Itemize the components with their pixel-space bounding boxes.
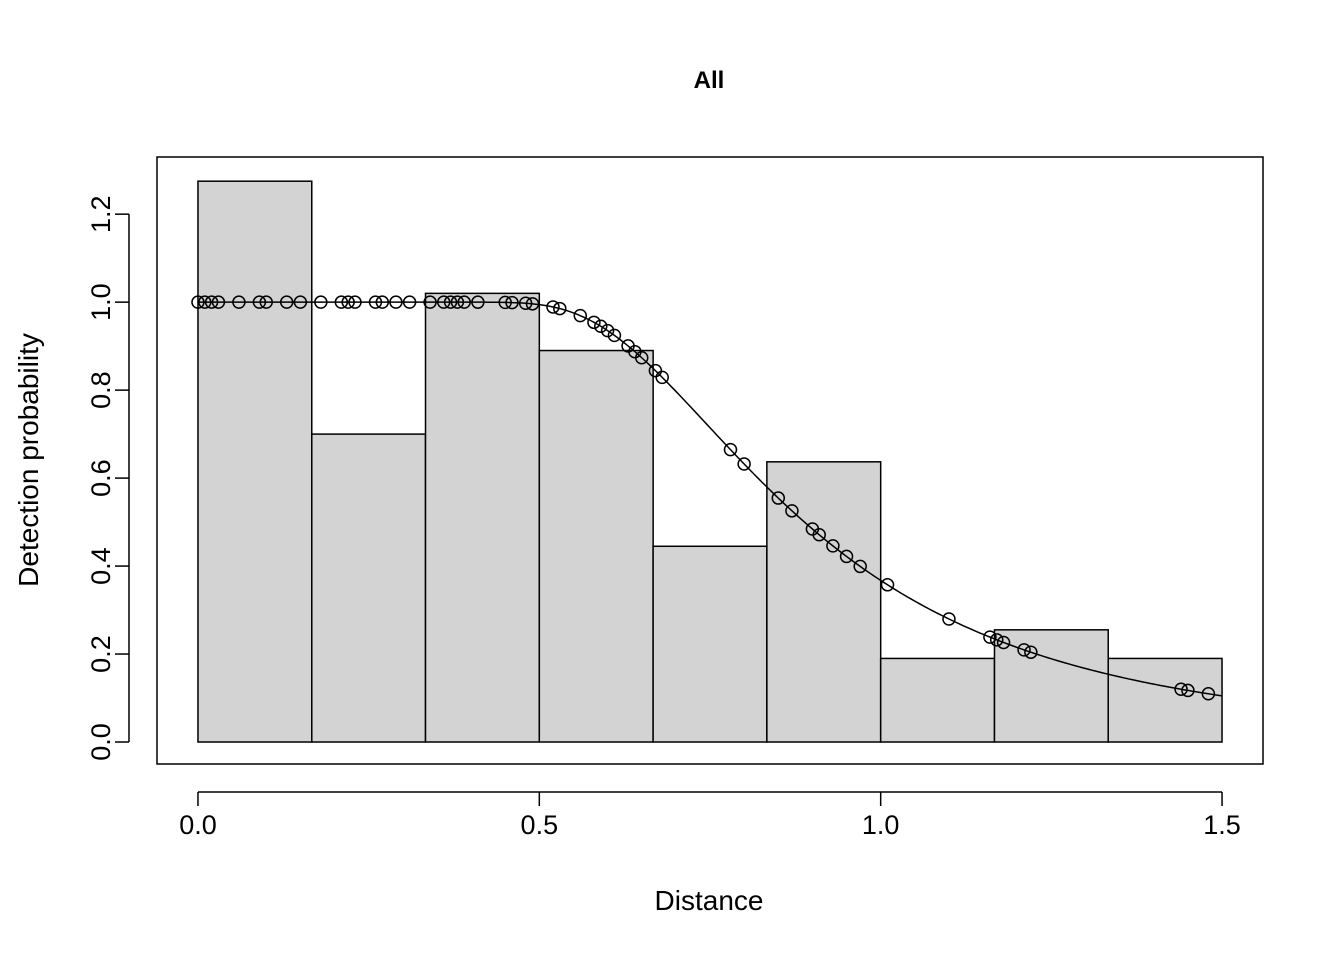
observation-point — [1174, 682, 1188, 696]
observation-point — [989, 633, 1004, 647]
fitted-detection-curve — [197, 301, 1223, 697]
observation-point — [594, 319, 608, 334]
x-axis: 0.0 0.5 1.0 1.5 — [179, 791, 1241, 840]
observation-point — [942, 612, 956, 626]
plot-frame — [156, 156, 1264, 765]
x-tick-label: 1.5 — [1203, 810, 1241, 840]
observation-point — [259, 295, 273, 309]
observation-point — [607, 328, 622, 343]
observation-points — [191, 295, 1216, 701]
observation-point — [443, 295, 458, 309]
y-tick-label: 1.2 — [86, 195, 116, 233]
y-tick-label: 0.8 — [86, 371, 116, 409]
observation-point — [573, 308, 588, 323]
observation-point — [600, 323, 615, 338]
observation-point — [211, 295, 226, 309]
observation-point — [546, 300, 560, 314]
histogram-bar — [879, 657, 996, 743]
observation-point — [1201, 687, 1216, 701]
observation-point — [655, 370, 669, 385]
y-axis: 0.0 0.2 0.4 0.6 0.8 1.0 1.2 — [86, 195, 130, 761]
observation-point — [853, 559, 867, 574]
y-tick-label: 0.4 — [86, 547, 116, 585]
observation-point — [204, 295, 219, 309]
observation-point — [348, 295, 362, 309]
observation-point — [1017, 643, 1031, 657]
observation-point — [634, 350, 649, 365]
histogram-bar — [1107, 657, 1223, 743]
x-tick-label: 1.0 — [862, 810, 900, 840]
observation-point — [457, 295, 471, 309]
observation-point — [279, 295, 294, 309]
histogram-bar — [424, 292, 541, 743]
observation-point — [785, 504, 799, 518]
x-axis-title: Distance — [655, 885, 764, 916]
histogram-bar — [538, 349, 654, 743]
observation-point — [826, 539, 840, 553]
observation-point — [983, 630, 997, 644]
observation-point — [723, 442, 738, 457]
observation-point — [1024, 645, 1038, 659]
observation-point — [341, 295, 355, 309]
observation-point — [436, 295, 451, 309]
observation-point — [471, 295, 485, 309]
observation-point — [368, 295, 383, 309]
observation-point — [450, 295, 465, 309]
y-tick-label: 0.2 — [86, 635, 116, 673]
observation-point — [423, 295, 437, 309]
observation-point — [737, 457, 751, 471]
observation-point — [402, 295, 417, 309]
observation-point — [880, 578, 895, 592]
observation-point — [525, 297, 540, 311]
histogram-bar — [311, 433, 427, 743]
chart-title: All — [694, 67, 725, 94]
x-tick-label: 0.5 — [521, 810, 559, 840]
observation-point — [232, 295, 246, 309]
observation-point — [198, 295, 212, 309]
histogram-bar — [993, 629, 1109, 743]
x-tick-label: 0.0 — [179, 810, 217, 840]
observation-point — [375, 295, 390, 309]
histogram-bar — [197, 180, 313, 743]
y-axis-title: Detection probability — [13, 333, 44, 587]
observation-point — [498, 295, 512, 310]
observation-point — [996, 635, 1011, 650]
observation-point — [839, 549, 854, 564]
observation-point — [648, 363, 663, 378]
observation-point — [191, 295, 205, 309]
observation-point — [812, 528, 826, 542]
observation-point — [389, 295, 403, 309]
observation-point — [314, 295, 328, 309]
observation-point — [1181, 683, 1195, 698]
observation-point — [252, 295, 267, 309]
y-tick-label: 0.0 — [86, 723, 116, 761]
y-tick-label: 0.6 — [86, 459, 116, 497]
histogram-bar — [652, 545, 768, 743]
observation-point — [293, 295, 308, 309]
y-tick-label: 1.0 — [86, 283, 116, 321]
observation-point — [334, 295, 349, 309]
observation-point — [505, 295, 519, 310]
observation-point — [587, 315, 601, 330]
observation-point — [518, 296, 533, 311]
observation-point — [553, 301, 567, 316]
histogram-bars — [197, 180, 1223, 743]
observation-point — [771, 491, 786, 505]
